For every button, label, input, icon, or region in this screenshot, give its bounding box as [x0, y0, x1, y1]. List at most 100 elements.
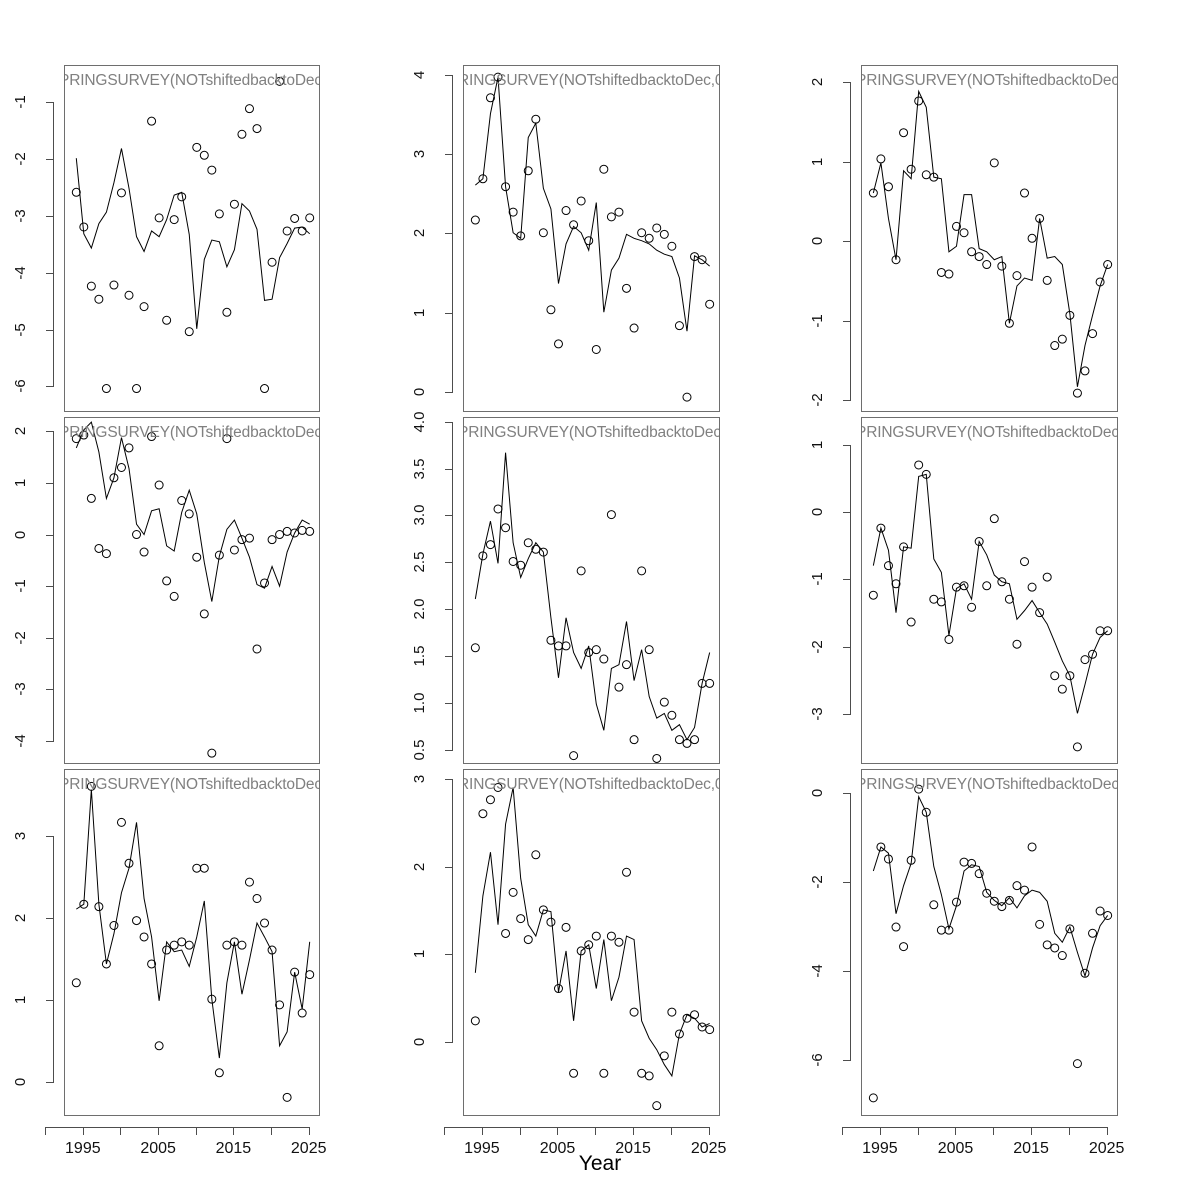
data-point — [967, 858, 977, 868]
data-point — [876, 154, 886, 164]
data-point — [501, 928, 511, 938]
y-tick-2-3 — [445, 312, 453, 314]
plot-box-9: PRINGSURVEY(NOTshiftedbacktoDec,0sat — [861, 769, 1118, 1116]
data-point — [132, 530, 142, 540]
data-point — [891, 579, 901, 589]
y-tick-label-2-1: 3 — [397, 144, 443, 164]
data-point — [523, 935, 533, 945]
fitted-line — [872, 473, 1108, 714]
observed-points — [470, 72, 715, 402]
data-point — [493, 504, 503, 514]
data-point — [214, 209, 224, 219]
plot-box-1: PRINGSURVEY(NOTshiftedbacktoDec,0sat — [64, 65, 320, 412]
y-tick-7-0 — [46, 836, 54, 838]
y-tick-4-1 — [46, 482, 54, 484]
data-point — [1095, 906, 1105, 916]
y-tick-label-text: 1 — [12, 478, 29, 488]
data-point — [936, 597, 946, 607]
data-point — [690, 252, 700, 262]
data-point — [184, 509, 194, 519]
x-axis-line-9 — [842, 1127, 1107, 1128]
data-point — [86, 493, 96, 503]
data-point — [906, 617, 916, 627]
y-tick-1-1 — [46, 158, 54, 160]
x-tick-label-9-1: 1995 — [862, 1140, 898, 1157]
data-point — [147, 959, 157, 969]
series-layer-3 — [868, 89, 1113, 398]
x-tick-label-8-1: 1995 — [464, 1140, 500, 1157]
panel-6: PRINGSURVEY(NOTshiftedbacktoDec,0sat 1 0 -1… — [809, 417, 1118, 764]
data-point — [214, 550, 224, 560]
y-tick-label-4-0: 2 — [0, 421, 44, 441]
data-point — [682, 1013, 692, 1023]
data-point — [883, 182, 893, 192]
data-point — [485, 795, 495, 805]
y-tick-label-text: 0 — [12, 530, 29, 539]
data-point — [101, 549, 111, 559]
y-tick-5-3 — [445, 562, 453, 564]
data-point — [523, 538, 533, 548]
y-tick-4-5 — [46, 689, 54, 691]
x-axis-line-8 — [444, 1127, 709, 1128]
plot-box-6: PRINGSURVEY(NOTshiftedbacktoDec,0sat — [861, 417, 1118, 764]
x-tick-9-3 — [955, 1127, 957, 1135]
data-point — [79, 222, 89, 232]
data-point — [470, 643, 480, 653]
data-point — [538, 547, 548, 557]
y-tick-9-2 — [843, 971, 851, 973]
data-point — [267, 535, 277, 545]
data-point — [652, 753, 662, 763]
y-tick-1-0 — [46, 101, 54, 103]
x-tick-7-7 — [308, 1127, 310, 1135]
data-point — [914, 784, 924, 794]
data-point — [124, 858, 134, 868]
data-point — [207, 748, 217, 758]
data-point — [508, 887, 518, 897]
y-tick-5-0 — [445, 421, 453, 423]
data-point — [982, 260, 992, 270]
data-point — [921, 170, 931, 180]
data-point — [101, 384, 111, 394]
data-point — [1027, 233, 1037, 243]
y-tick-label-text: 2 — [12, 913, 29, 923]
y-tick-label-text: 4 — [411, 70, 428, 79]
y-tick-label-text: -2 — [12, 631, 29, 645]
observed-points — [868, 96, 1113, 398]
data-point — [132, 384, 142, 394]
data-point — [1027, 842, 1037, 852]
series-layer-4 — [71, 421, 315, 758]
data-point — [252, 893, 262, 903]
data-point — [1080, 366, 1090, 376]
y-tick-label-text: 4.0 — [411, 411, 428, 433]
panel-5: PRINGSURVEY(NOTshiftedbacktoDec,0sat 4.0 3… — [411, 411, 720, 764]
data-point — [1103, 910, 1113, 920]
x-tick-9-0 — [842, 1127, 844, 1135]
data-point — [244, 533, 254, 543]
x-tick-8-1 — [481, 1127, 483, 1135]
data-point — [192, 142, 202, 152]
data-point — [139, 932, 149, 942]
y-tick-4-2 — [46, 534, 54, 536]
y-tick-label-text: -2 — [809, 875, 826, 890]
y-tick-label-7-3: 0 — [0, 1072, 44, 1092]
series-layer-8 — [470, 782, 715, 1111]
data-point — [538, 228, 548, 238]
y-tick-label-text: 3.5 — [411, 458, 428, 480]
y-tick-label-3-1: 1 — [795, 152, 841, 172]
y-tick-label-6-2: -1 — [795, 569, 841, 589]
y-axis-line-4 — [53, 431, 54, 741]
data-point — [478, 174, 488, 184]
series-layer-7 — [71, 781, 315, 1102]
data-point — [637, 228, 647, 238]
data-point — [1080, 655, 1090, 665]
y-tick-label-text: 1 — [809, 157, 826, 167]
y-tick-label-9-1: -2 — [795, 872, 841, 892]
plot-box-5: PRINGSURVEY(NOTshiftedbacktoDec,0sat — [463, 417, 720, 764]
data-point — [1103, 260, 1113, 270]
data-point — [154, 480, 164, 490]
data-point — [1020, 885, 1030, 895]
x-tick-label-7-5: 2015 — [215, 1140, 252, 1157]
data-point — [199, 150, 209, 160]
data-point — [629, 323, 639, 333]
x-tick-label-8-3: 2005 — [539, 1140, 576, 1157]
